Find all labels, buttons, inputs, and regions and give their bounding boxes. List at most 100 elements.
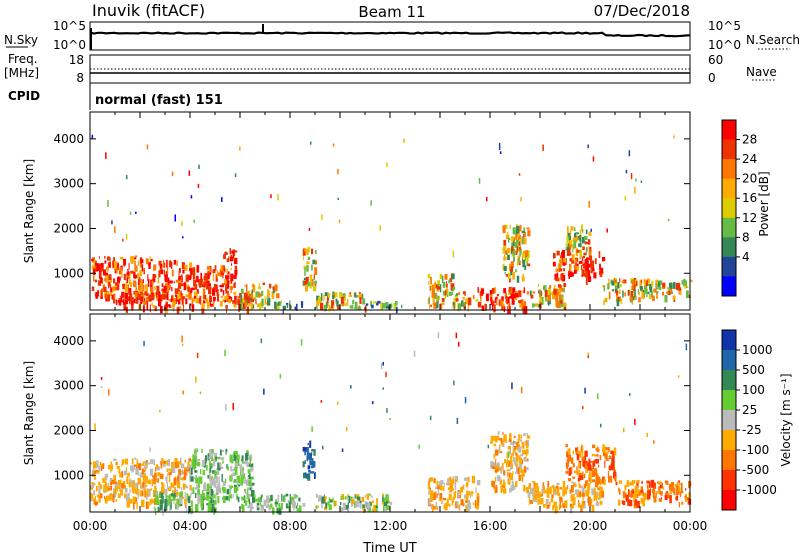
echo-cell <box>515 462 518 467</box>
echo-cell <box>129 293 133 302</box>
echo-cell <box>355 500 359 508</box>
echo-cell <box>175 499 179 502</box>
echo-cell <box>432 298 435 306</box>
echo-cell <box>237 496 240 503</box>
echo-cell <box>576 470 579 476</box>
echo-cell <box>575 263 579 267</box>
echo-cell <box>646 294 648 298</box>
echo-cell <box>150 459 154 464</box>
echo-cell <box>207 495 211 499</box>
echo-cell <box>135 211 137 214</box>
echo-cell <box>222 290 225 296</box>
echo-cell <box>549 285 552 289</box>
echo-cell <box>686 290 689 299</box>
echo-cell <box>311 458 314 466</box>
echo-cell <box>647 491 651 500</box>
echo-cell <box>199 391 202 394</box>
echo-cell <box>493 436 496 441</box>
echo-cell <box>436 493 438 498</box>
echo-cell <box>590 468 592 471</box>
echo-cell <box>121 464 123 467</box>
echo-cell <box>446 283 448 288</box>
echo-cell <box>160 269 164 275</box>
echo-cell <box>260 495 262 503</box>
echo-cell <box>150 488 153 491</box>
echo-cell <box>134 260 136 266</box>
echo-cell <box>633 491 637 498</box>
echo-cell <box>562 488 565 497</box>
echo-cell <box>229 489 231 495</box>
echo-cell <box>164 506 168 511</box>
echo-cell <box>563 505 565 508</box>
echo-cell <box>157 472 161 477</box>
echo-cell <box>103 484 105 493</box>
echo-cell <box>100 295 103 299</box>
echo-cell <box>144 291 148 296</box>
echo-cell <box>518 457 522 464</box>
echo-cell <box>519 469 523 473</box>
freq-unit-label: [MHz] <box>4 66 39 80</box>
echo-cell <box>124 470 128 476</box>
echo-cell <box>576 257 579 263</box>
echo-cell <box>105 152 107 159</box>
echo-cell <box>244 500 248 506</box>
echo-cell <box>469 492 471 499</box>
echo-cell <box>500 466 503 474</box>
echo-cell <box>326 301 328 308</box>
colorbar-swatch <box>722 350 736 371</box>
echo-cell <box>124 459 128 464</box>
echo-cell <box>189 484 192 491</box>
echo-cell <box>542 482 545 488</box>
echo-cell <box>595 494 598 501</box>
echo-cell <box>587 246 589 250</box>
echo-cell <box>198 482 200 489</box>
echo-cell <box>498 447 501 454</box>
echo-cell <box>515 240 519 243</box>
echo-cell <box>233 291 237 295</box>
echo-cell <box>175 499 177 507</box>
echo-cell <box>498 299 501 306</box>
echo-cell <box>265 302 268 305</box>
echo-cell <box>614 277 617 281</box>
echo-cell <box>334 501 336 506</box>
echo-cell <box>173 492 176 498</box>
echo-cell <box>309 440 312 448</box>
echo-cell <box>672 487 675 494</box>
echo-cell <box>614 475 617 483</box>
echo-cell <box>616 281 620 289</box>
echo-cell <box>252 496 256 503</box>
echo-cell <box>148 263 151 269</box>
echo-cell <box>309 445 311 448</box>
echo-cell <box>505 296 508 303</box>
echo-cell <box>559 501 562 508</box>
echo-cell <box>569 466 573 474</box>
echo-cell <box>608 291 611 300</box>
echo-cell <box>509 433 512 441</box>
echo-cell <box>279 373 282 379</box>
echo-cell <box>244 457 248 465</box>
echo-cell <box>157 477 159 483</box>
echo-cell <box>122 257 124 261</box>
echo-cell <box>302 446 306 452</box>
echo-cell <box>242 302 246 309</box>
echo-cell <box>547 490 550 499</box>
echo-cell <box>429 494 433 503</box>
echo-cell <box>506 452 508 458</box>
echo-cell <box>583 484 587 489</box>
echo-cell <box>633 284 636 292</box>
echo-cell <box>123 295 125 302</box>
echo-cell <box>142 474 146 482</box>
echo-cell <box>437 295 439 302</box>
echo-cell <box>232 403 234 410</box>
echo-cell <box>578 450 582 458</box>
echo-cell <box>521 441 525 449</box>
echo-cell <box>383 504 385 512</box>
echo-cell <box>431 291 435 298</box>
echo-cell <box>246 464 249 468</box>
echo-cell <box>658 486 661 494</box>
echo-cell <box>629 393 631 396</box>
echo-cell <box>99 289 103 297</box>
echo-cell <box>269 498 271 503</box>
echo-cell <box>234 270 238 276</box>
echo-cell <box>198 490 199 493</box>
